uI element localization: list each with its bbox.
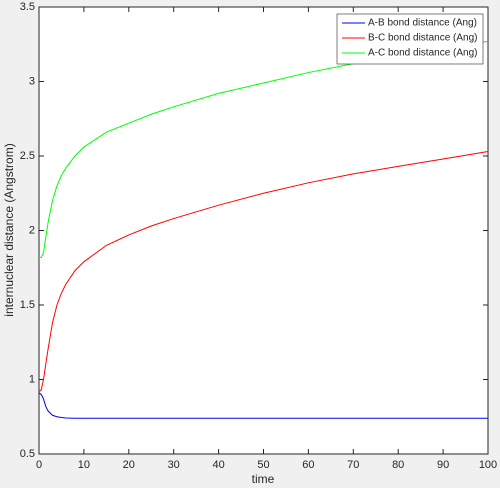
x-tick-label: 0 [36,459,42,471]
legend-label: B-C bond distance (Ang) [368,33,478,44]
x-tick-label: 40 [212,459,224,471]
x-tick-label: 50 [257,459,269,471]
y-tick-label: 0.5 [20,448,35,460]
y-tick-label: 1.5 [20,299,35,311]
x-tick-label: 90 [437,459,449,471]
y-tick-label: 3.5 [20,1,35,13]
y-axis-label: internuclear distance (Angstrom) [2,143,16,316]
series-line [39,40,489,258]
legend-label: A-C bond distance (Ang) [368,48,478,59]
x-tick-label: 10 [78,459,90,471]
y-tick-label: 2.5 [20,150,35,162]
legend-box [336,13,484,65]
x-tick-label: 80 [392,459,404,471]
y-tick-label: 3 [29,75,35,87]
x-tick-label: 20 [123,459,135,471]
axes-box [38,6,489,455]
legend-label: A-B bond distance (Ang) [368,18,477,29]
y-tick-label: 2 [29,224,35,236]
x-tick-label: 70 [347,459,359,471]
x-tick-label: 60 [302,459,314,471]
x-axis-label: time [252,472,275,486]
x-tick-label: 100 [479,459,497,471]
series-line [38,151,489,392]
plot-area [39,7,488,454]
x-tick-label: 30 [168,459,180,471]
series-line [38,392,488,419]
y-tick-label: 1 [29,373,35,385]
